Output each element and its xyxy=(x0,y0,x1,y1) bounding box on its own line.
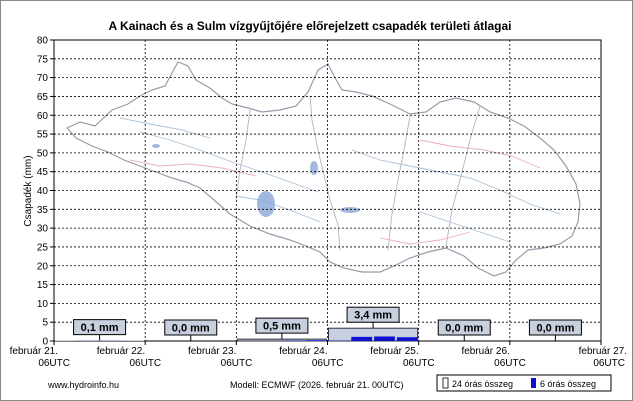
total-label-box xyxy=(73,319,127,336)
footer-website: www.hydroinfo.hu xyxy=(47,380,119,390)
lake-3 xyxy=(340,207,360,213)
y-axis-label: Csapadék (mm) xyxy=(23,155,34,226)
y-tick-label: 10 xyxy=(37,299,49,310)
subbasin-divide xyxy=(235,95,481,251)
y-tick-label: 45 xyxy=(37,167,49,178)
total-label-text: 0,0 mm xyxy=(536,323,574,335)
total-label-box xyxy=(528,319,582,336)
y-tick-label: 65 xyxy=(37,92,49,103)
total-label-box xyxy=(346,306,400,323)
y-tick-label: 30 xyxy=(37,224,49,235)
y-tick-label: 75 xyxy=(37,54,49,65)
x-tick-day: február 24. xyxy=(279,346,327,357)
chart-title: A Kainach és a Sulm vízgyűjtőjére előrej… xyxy=(108,19,511,33)
x-tick-day: február 23. xyxy=(188,346,236,357)
footer-model: Modell: ECMWF (2026. február 21. 00UTC) xyxy=(230,380,404,390)
river-lines xyxy=(119,117,561,243)
legend-swatch-six xyxy=(531,378,536,388)
legend-label-six: 6 órás összeg xyxy=(540,379,596,389)
x-tick-hour: 06UTC xyxy=(403,358,435,369)
x-tick-hour: 06UTC xyxy=(593,358,625,369)
y-tick-label: 60 xyxy=(37,111,49,122)
y-tick-label: 25 xyxy=(37,242,49,253)
x-tick-day: február 22. xyxy=(97,346,145,357)
lake-2 xyxy=(310,161,318,175)
x-tick-hour: 06UTC xyxy=(38,358,70,369)
y-tick-label: 70 xyxy=(37,73,49,84)
x-tick-hour: 06UTC xyxy=(312,358,344,369)
total-label-text: 0,0 mm xyxy=(172,323,210,335)
x-tick-day: február 21. xyxy=(10,346,58,357)
x-tick-day: február 27. xyxy=(579,346,627,357)
y-tick-label: 0 xyxy=(42,337,48,348)
plot-area-border xyxy=(53,39,602,342)
total-label-text: 0,1 mm xyxy=(81,322,119,334)
lake-4 xyxy=(152,144,160,148)
catchment-map xyxy=(66,61,581,277)
six-hour-bar xyxy=(396,337,418,341)
total-label-text: 3,4 mm xyxy=(354,310,392,322)
y-tick-label: 55 xyxy=(37,130,49,141)
six-hour-bar xyxy=(305,340,327,341)
total-label-box xyxy=(255,317,309,334)
x-tick-day: február 26. xyxy=(461,346,509,357)
six-hour-bar xyxy=(351,336,373,341)
y-tick-label: 15 xyxy=(37,280,49,291)
total-label-text: 0,5 mm xyxy=(263,321,301,333)
y-tick-label: 35 xyxy=(37,205,49,216)
y-tick-label: 40 xyxy=(37,186,49,197)
legend-label-daily: 24 órás összeg xyxy=(452,379,513,389)
border-lines xyxy=(129,139,541,245)
y-tick-label: 80 xyxy=(37,36,49,47)
x-tick-hour: 06UTC xyxy=(494,358,526,369)
catchment-outline xyxy=(66,61,581,277)
six-hour-bar xyxy=(374,336,395,341)
lake-1 xyxy=(257,191,275,217)
total-label-box xyxy=(164,319,218,336)
x-tick-hour: 06UTC xyxy=(221,358,253,369)
y-tick-label: 20 xyxy=(37,261,49,272)
y-tick-label: 5 xyxy=(42,318,48,329)
y-tick-label: 50 xyxy=(37,148,49,159)
legend-swatch-daily xyxy=(442,377,449,389)
x-tick-day: február 25. xyxy=(370,346,418,357)
legend: 24 órás összeg 6 órás összeg xyxy=(436,374,612,392)
total-label-text: 0,0 mm xyxy=(445,323,483,335)
x-tick-hour: 06UTC xyxy=(129,358,161,369)
total-label-box xyxy=(437,319,491,336)
